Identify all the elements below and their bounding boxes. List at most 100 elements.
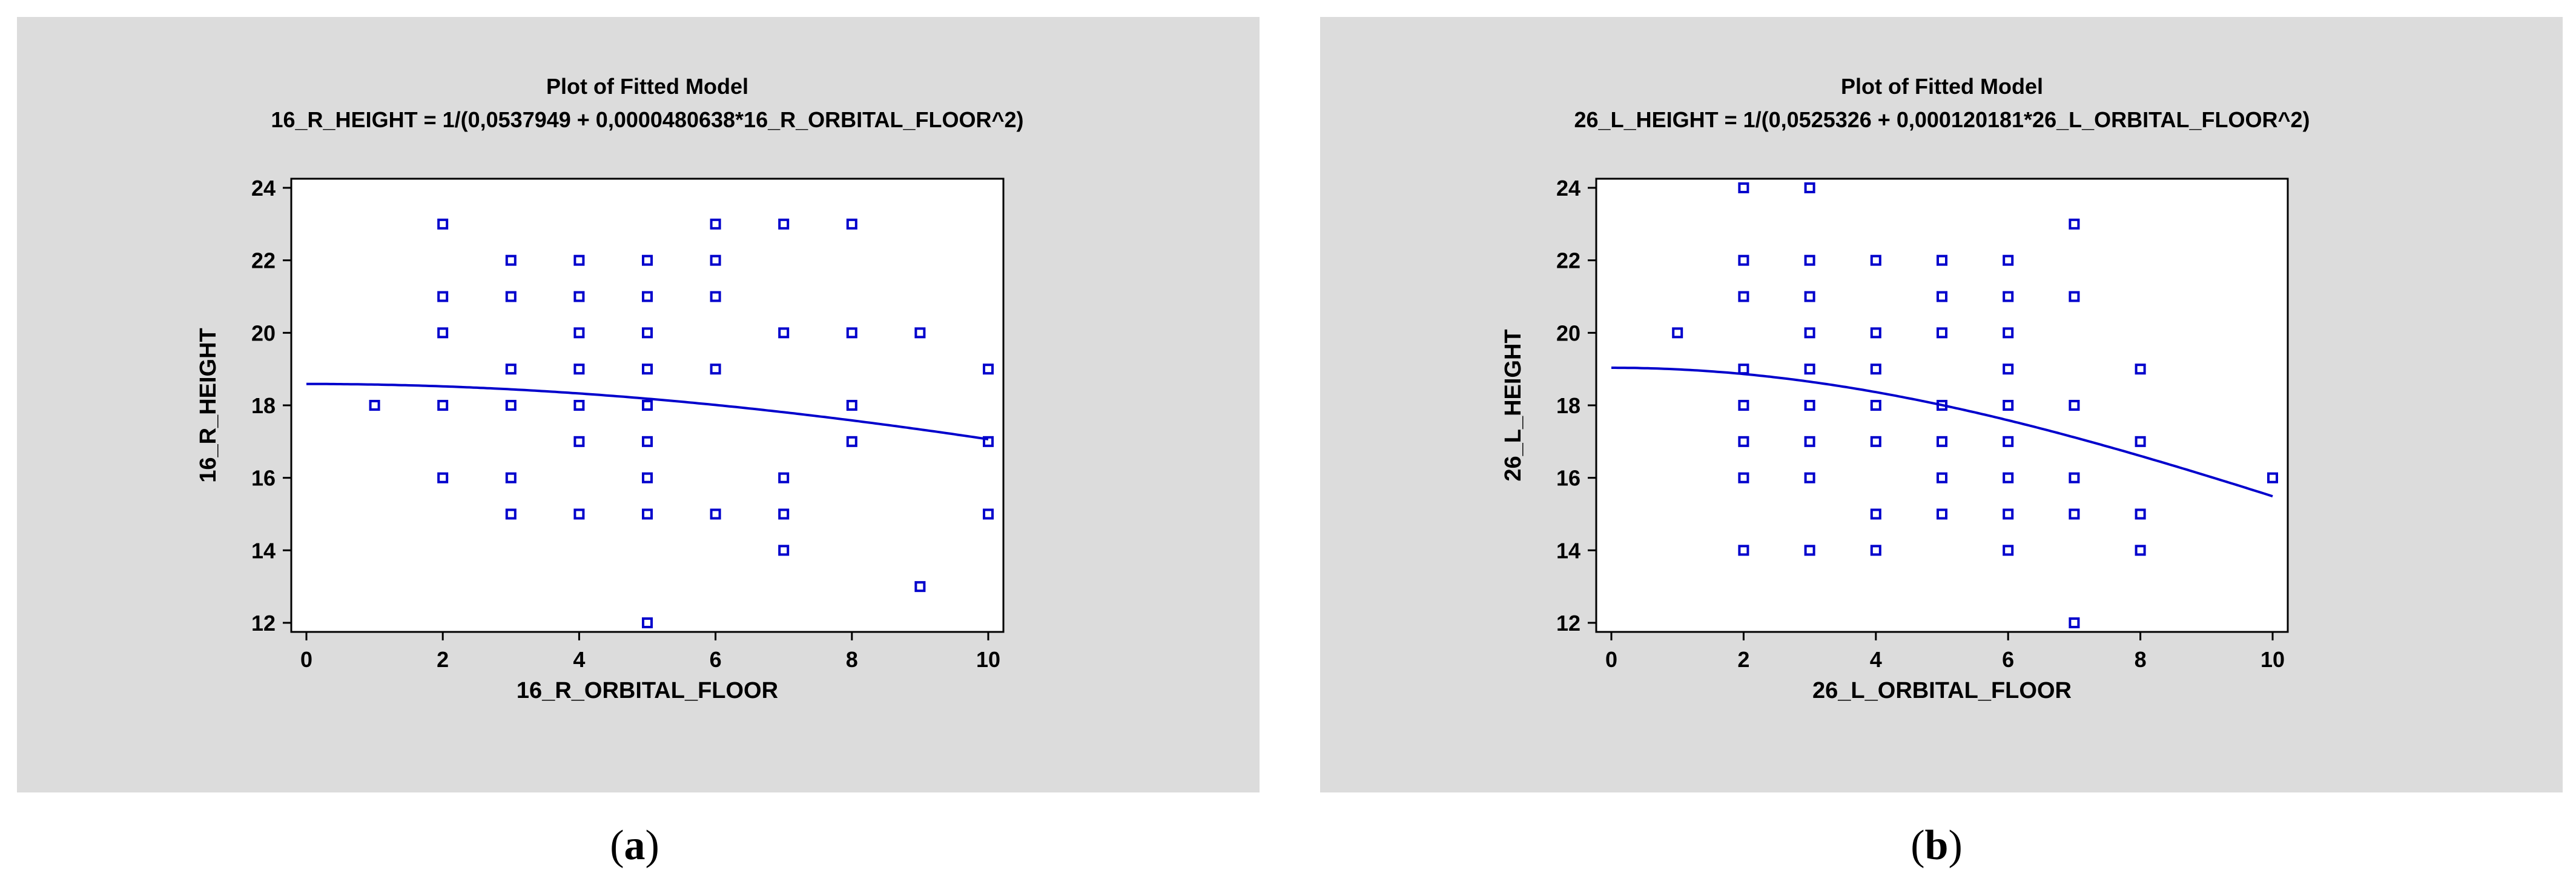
data-point	[1937, 400, 1947, 411]
data-point	[2069, 400, 2080, 411]
data-point	[846, 327, 857, 339]
data-point	[1738, 400, 1749, 411]
x-tick-label: 2	[1737, 647, 1749, 672]
data-point	[1937, 508, 1947, 520]
data-point	[983, 364, 994, 375]
y-tick-label: 20	[251, 320, 276, 345]
y-tick-label: 18	[1556, 393, 1580, 418]
chart-subtitle: 16_R_HEIGHT = 1/(0,0537949 + 0,000048063…	[271, 107, 1023, 132]
data-point	[1738, 364, 1749, 375]
y-tick-label: 14	[1556, 538, 1580, 563]
x-tick-label: 6	[710, 647, 722, 672]
data-point	[1738, 291, 1749, 302]
data-point	[642, 436, 653, 447]
y-tick-label: 16	[251, 466, 276, 491]
caption-open-paren: (	[610, 822, 624, 869]
x-tick-label: 10	[976, 647, 1000, 672]
panel-b: Plot of Fitted Model 26_L_HEIGHT = 1/(0,0…	[1320, 17, 2563, 869]
y-tick-label: 20	[1556, 320, 1580, 345]
data-point	[505, 291, 517, 302]
x-tick-label: 4	[573, 647, 585, 672]
data-point	[846, 218, 857, 230]
data-point	[437, 218, 449, 230]
chart-subtitle: 26_L_HEIGHT = 1/(0,0525326 + 0,000120181…	[1574, 107, 2310, 132]
data-point	[1937, 254, 1947, 266]
y-tick-label: 24	[251, 176, 276, 201]
panel-a: Plot of Fitted Model 16_R_HEIGHT = 1/(0,0…	[17, 17, 1260, 869]
y-tick-label: 12	[1556, 611, 1580, 636]
data-point	[642, 364, 653, 375]
data-point	[437, 472, 449, 483]
data-point	[1937, 327, 1947, 339]
caption-close-paren: )	[646, 822, 659, 869]
y-tick-label: 14	[251, 538, 276, 563]
data-point	[1672, 327, 1683, 339]
data-point	[710, 218, 721, 230]
data-point	[2003, 364, 2014, 375]
data-point	[1804, 472, 1815, 483]
x-tick-label: 0	[300, 647, 312, 672]
data-point	[1870, 400, 1881, 411]
data-point	[505, 364, 517, 375]
data-point	[505, 472, 517, 483]
data-point	[573, 436, 585, 447]
x-tick-label: 8	[2135, 647, 2147, 672]
data-point	[1804, 400, 1815, 411]
data-point	[1804, 182, 1815, 193]
data-point	[914, 327, 926, 339]
data-point	[2069, 472, 2080, 483]
data-point	[505, 508, 517, 520]
data-point	[1937, 436, 1947, 447]
data-point	[2003, 545, 2014, 556]
x-tick-label: 10	[2261, 647, 2285, 672]
y-tick-label: 22	[251, 248, 276, 273]
data-point	[1738, 472, 1749, 483]
data-point	[1870, 364, 1881, 375]
data-point	[642, 291, 653, 302]
data-point	[2003, 291, 2014, 302]
data-point	[1804, 545, 1815, 556]
data-point	[2003, 254, 2014, 266]
x-tick-label: 0	[1605, 647, 1617, 672]
data-point	[642, 400, 653, 411]
data-point	[983, 436, 994, 447]
x-axis-label: 26_L_ORBITAL_FLOOR	[1812, 678, 2072, 703]
data-point	[914, 581, 926, 593]
caption-close-paren: )	[1948, 822, 1962, 869]
data-point	[437, 327, 449, 339]
data-point	[2069, 218, 2080, 230]
data-point	[2003, 436, 2014, 447]
fitted-curve	[1611, 367, 2273, 498]
data-point	[573, 291, 585, 302]
data-point	[710, 364, 721, 375]
data-point	[1870, 436, 1881, 447]
y-axis-label: 16_R_HEIGHT	[196, 328, 221, 483]
chart-title: Plot of Fitted Model	[546, 74, 748, 99]
data-point	[573, 508, 585, 520]
data-point	[1804, 327, 1815, 339]
data-point	[778, 545, 790, 556]
data-point	[437, 400, 449, 411]
x-axis-label: 16_R_ORBITAL_FLOOR	[517, 678, 778, 703]
data-point	[846, 400, 857, 411]
data-point	[437, 291, 449, 302]
data-point	[369, 400, 380, 411]
data-point	[2267, 472, 2278, 483]
data-point	[642, 254, 653, 266]
y-axis-label: 26_L_HEIGHT	[1501, 329, 1526, 481]
data-point	[573, 364, 585, 375]
data-point	[1738, 436, 1749, 447]
x-tick-label: 8	[846, 647, 858, 672]
data-point	[1738, 254, 1749, 266]
data-point	[710, 254, 721, 266]
data-point	[846, 436, 857, 447]
caption-letter: a	[624, 822, 646, 869]
data-point	[1738, 182, 1749, 193]
data-point	[778, 472, 790, 483]
chart-title: Plot of Fitted Model	[1841, 74, 2043, 99]
data-point	[573, 400, 585, 411]
y-tick-label: 18	[251, 393, 276, 418]
data-point	[642, 472, 653, 483]
y-tick-label: 22	[1556, 248, 1580, 273]
